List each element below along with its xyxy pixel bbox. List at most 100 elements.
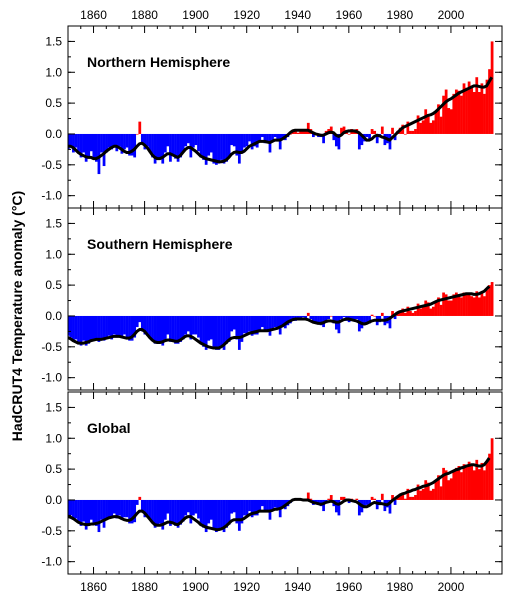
bar-1858 xyxy=(87,499,91,526)
bar-1919 xyxy=(243,499,246,516)
bar-1905 xyxy=(207,499,211,524)
bar-1885 xyxy=(156,499,160,526)
bar-2008 xyxy=(470,85,474,134)
bar-1907 xyxy=(212,133,216,164)
bar-1882 xyxy=(148,499,152,520)
bar-1854 xyxy=(77,499,80,522)
bar-1923 xyxy=(253,315,257,335)
bar-1916 xyxy=(235,499,239,524)
bar-1855 xyxy=(79,133,83,158)
bar-1857 xyxy=(84,133,88,162)
bar-1854 xyxy=(77,315,80,342)
bar-1903 xyxy=(202,315,205,347)
y-tick-label: -1.0 xyxy=(41,189,62,203)
bar-1899 xyxy=(192,133,195,148)
bar-1856 xyxy=(82,499,85,522)
y-tick-label: 1.0 xyxy=(45,65,62,79)
bar-1994 xyxy=(434,481,438,500)
bar-1957 xyxy=(340,315,343,320)
bar-1855 xyxy=(79,499,83,526)
y-tick-label: 0.5 xyxy=(45,96,62,110)
bar-1987 xyxy=(416,115,420,134)
bar-1877 xyxy=(135,133,139,135)
bar-1988 xyxy=(419,490,422,500)
bar-1991 xyxy=(426,482,430,500)
bar-1970 xyxy=(373,315,377,317)
bar-1892 xyxy=(174,499,177,526)
bar-1981 xyxy=(401,492,405,500)
bar-2014 xyxy=(485,461,489,500)
bar-1943 xyxy=(304,130,308,134)
bar-1860 xyxy=(92,133,96,159)
bar-1927 xyxy=(263,315,267,332)
bar-1973 xyxy=(380,312,384,316)
y-axis-label: HadCRUT4 Temperature anomaly (°C) xyxy=(9,191,25,441)
bar-1904 xyxy=(204,133,208,165)
bar-1885 xyxy=(156,315,160,342)
bar-1950 xyxy=(322,499,325,512)
bar-1881 xyxy=(146,499,149,516)
bar-1901 xyxy=(197,499,200,519)
bar-1984 xyxy=(409,496,412,500)
bar-2015 xyxy=(488,69,491,134)
bar-1861 xyxy=(95,133,98,162)
bar-1997 xyxy=(442,467,445,500)
bar-1964 xyxy=(357,133,361,150)
panel-title: Southern Hemisphere xyxy=(87,236,233,252)
bar-1874 xyxy=(128,315,131,341)
bar-1861 xyxy=(95,315,98,341)
bar-1865 xyxy=(105,499,108,520)
bar-1977 xyxy=(391,311,394,316)
bar-1982 xyxy=(403,498,407,500)
bar-1917 xyxy=(237,499,241,531)
bar-1929 xyxy=(268,315,272,336)
bar-1876 xyxy=(133,499,137,523)
bar-1869 xyxy=(115,499,119,519)
bar-1908 xyxy=(214,315,218,350)
bar-1889 xyxy=(166,499,170,514)
bar-1951 xyxy=(324,315,328,321)
bar-1973 xyxy=(380,126,384,134)
bar-1895 xyxy=(181,133,185,153)
bar-1903 xyxy=(202,499,205,528)
bar-2005 xyxy=(462,464,466,500)
bar-1909 xyxy=(217,499,221,531)
bar-1914 xyxy=(230,499,234,514)
bar-1923 xyxy=(253,133,257,147)
smoothed-line xyxy=(68,76,494,164)
bar-1852 xyxy=(72,315,75,341)
bar-1891 xyxy=(171,133,175,156)
bar-1986 xyxy=(414,495,417,500)
bar-2004 xyxy=(460,297,463,316)
bar-1866 xyxy=(107,315,111,336)
bar-1993 xyxy=(431,306,435,316)
bar-1879 xyxy=(140,499,144,512)
bar-1992 xyxy=(429,308,433,316)
bar-1988 xyxy=(419,308,422,316)
bar-1891 xyxy=(171,499,175,524)
bar-1921 xyxy=(248,133,251,142)
bar-1890 xyxy=(169,133,172,162)
x-tick-label: 1920 xyxy=(233,8,260,22)
panel-1: -1.0 -0.5 0.0 0.5 1.0 1.5 Southern Hemisphere xyxy=(41,207,503,391)
bar-1916 xyxy=(235,315,239,340)
bar-1863 xyxy=(100,133,103,153)
bar-1945 xyxy=(309,498,313,500)
bar-1980 xyxy=(398,493,402,500)
bar-1966 xyxy=(363,315,366,326)
bar-1867 xyxy=(110,315,114,340)
bar-1974 xyxy=(383,133,387,146)
y-tick-label: -1.0 xyxy=(41,555,62,569)
bar-1965 xyxy=(360,133,364,146)
x-tick-label: 1880 xyxy=(131,580,158,594)
bar-1852 xyxy=(72,133,75,153)
bar-2014 xyxy=(485,290,489,316)
bar-2004 xyxy=(460,472,463,500)
bar-1882 xyxy=(148,315,152,338)
bar-1956 xyxy=(337,315,341,334)
bar-1978 xyxy=(393,499,397,505)
bar-1934 xyxy=(281,315,285,328)
bar-1925 xyxy=(258,315,262,332)
bar-1857 xyxy=(84,499,88,530)
bar-1883 xyxy=(151,499,154,524)
